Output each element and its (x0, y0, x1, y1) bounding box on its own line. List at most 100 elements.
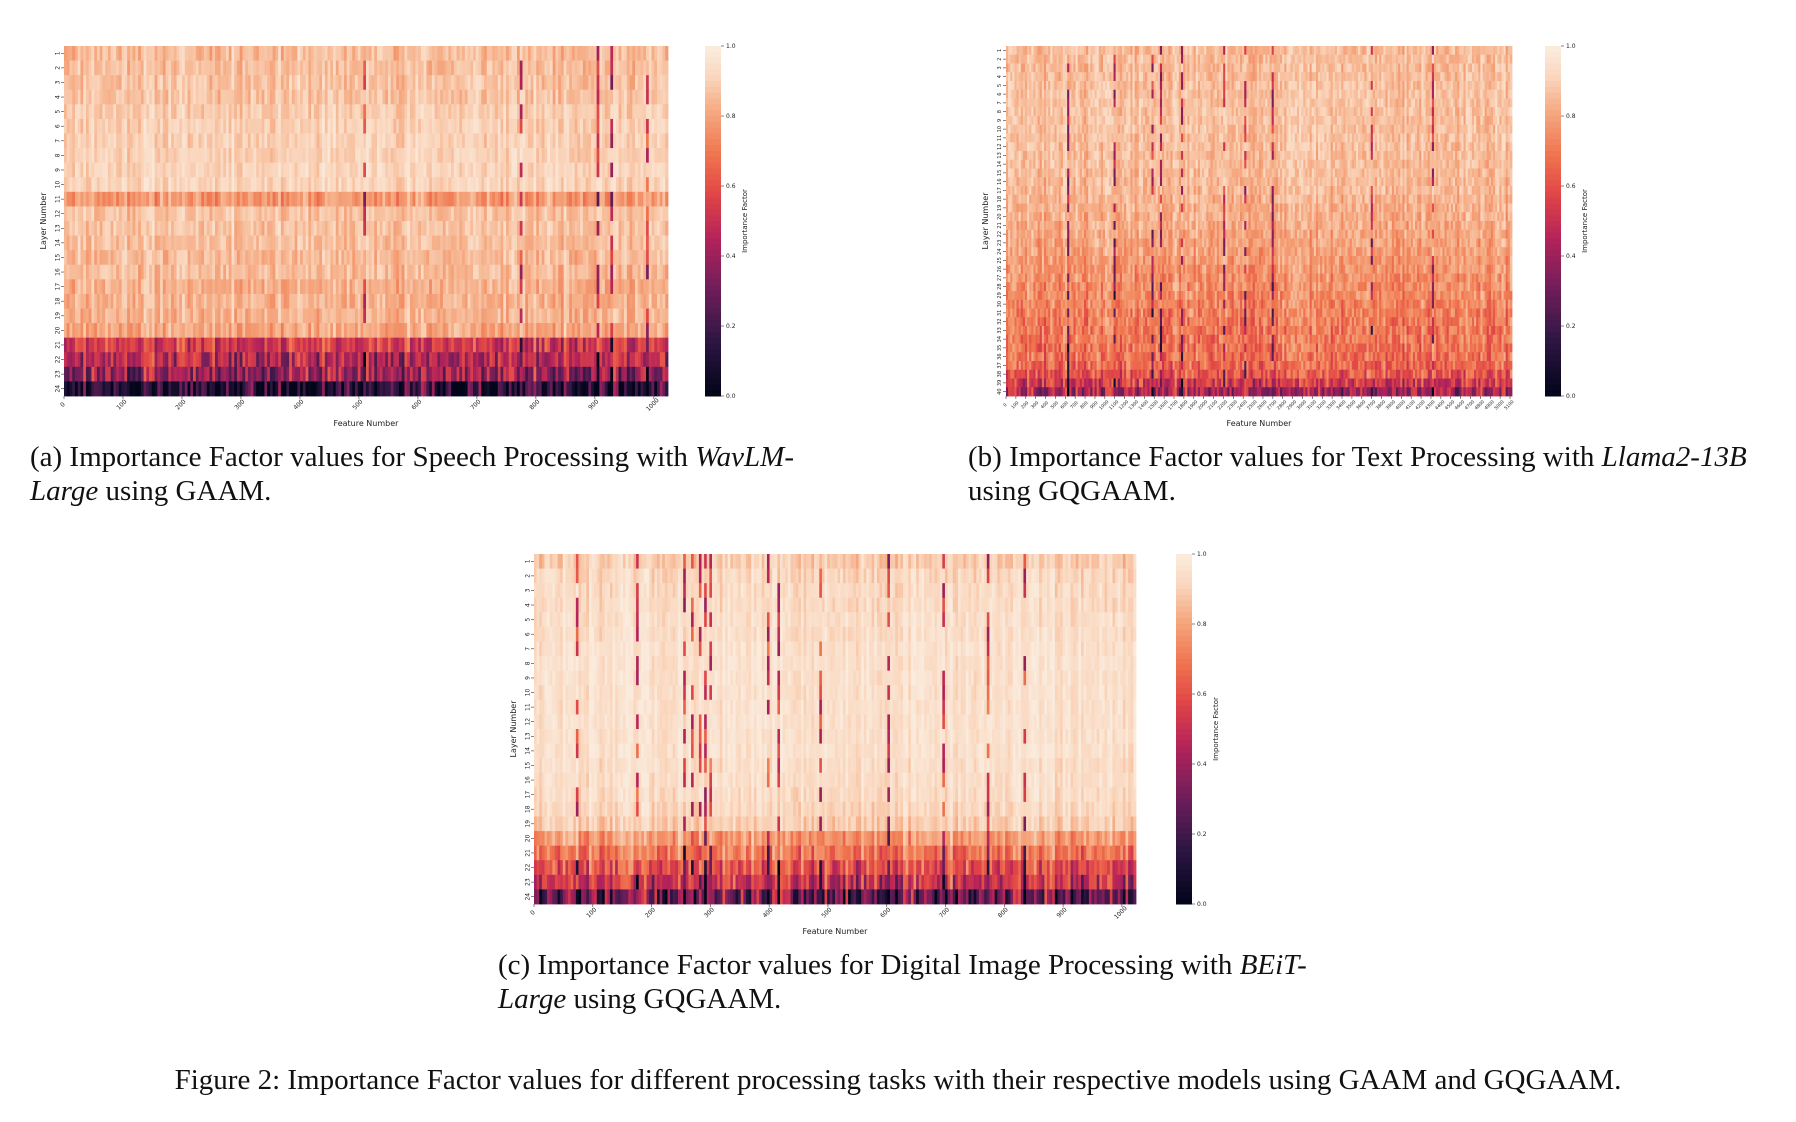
heatmap-cell (654, 235, 658, 251)
heatmap-cell (613, 279, 617, 295)
heatmap-cell (522, 279, 526, 295)
heatmap-cell (511, 264, 515, 280)
heatmap-cell (280, 308, 285, 324)
heatmap-cell (571, 293, 576, 309)
heatmap-cell (140, 148, 145, 164)
heatmap-cell (64, 118, 68, 134)
heatmap-cell (434, 366, 438, 382)
heatmap-cell (624, 104, 628, 120)
heatmap-cell (209, 118, 213, 134)
heatmap-cell (138, 221, 142, 236)
heatmap-cell (300, 235, 304, 251)
heatmap-cell (154, 235, 158, 251)
heatmap-cell (593, 162, 598, 178)
heatmap-cell (657, 162, 661, 178)
heatmap-cell (338, 293, 342, 309)
heatmap-cell (635, 308, 639, 324)
heatmap-cell (143, 352, 147, 368)
heatmap-cell (261, 162, 265, 178)
heatmap-cell (374, 221, 378, 236)
heatmap-cell (305, 221, 309, 236)
heatmap-cell (632, 352, 636, 368)
heatmap-cell (291, 279, 296, 295)
heatmap-cell (442, 177, 447, 193)
heatmap-cell (574, 75, 578, 91)
heatmap-cell (113, 46, 117, 61)
heatmap-cell (278, 264, 282, 280)
heatmap-cell (423, 250, 427, 266)
heatmap-cell (470, 177, 474, 193)
heatmap-cell (549, 308, 554, 324)
heatmap-cell (626, 162, 630, 178)
heatmap-cell (157, 250, 161, 266)
heatmap-cell (560, 250, 565, 266)
heatmap-cell (335, 162, 339, 178)
heatmap-cell (500, 60, 504, 76)
heatmap-cell (492, 308, 496, 324)
heatmap-cell (651, 177, 655, 193)
heatmap-cell (77, 148, 81, 164)
heatmap-cell (187, 89, 191, 105)
heatmap-cell (69, 177, 73, 193)
heatmap-cell (107, 308, 112, 324)
heatmap-cell (470, 133, 474, 149)
heatmap-cell (473, 118, 477, 134)
heatmap-cell (253, 133, 257, 149)
heatmap-cell (558, 352, 562, 368)
heatmap-cell (91, 293, 95, 309)
heatmap-cell (560, 104, 565, 120)
heatmap-cell (602, 235, 606, 251)
heatmap-cell (492, 235, 496, 251)
heatmap-cell (624, 89, 628, 105)
heatmap-cell (541, 337, 545, 353)
heatmap-cell (247, 337, 252, 353)
heatmap-cell (267, 118, 271, 134)
heatmap-cell (322, 293, 326, 309)
heatmap-cell (415, 118, 419, 134)
heatmap-cell (635, 264, 639, 280)
heatmap-cell (228, 308, 232, 324)
heatmap-cell (245, 118, 249, 134)
heatmap-cell (341, 46, 345, 61)
heatmap-cell (470, 235, 474, 251)
heatmap-cell (440, 104, 444, 120)
heatmap-cell (204, 352, 208, 368)
heatmap-cell (64, 235, 68, 251)
heatmap-cell (508, 148, 512, 164)
heatmap-cell (234, 133, 238, 149)
heatmap-cell (500, 104, 504, 120)
heatmap-cell (280, 177, 285, 193)
heatmap-cell (85, 235, 90, 251)
heatmap-cell (280, 323, 285, 339)
heatmap-cell (83, 235, 87, 251)
heatmap-cell (124, 279, 128, 295)
heatmap-cell (591, 148, 595, 164)
heatmap-cell (486, 264, 490, 280)
heatmap-cell (256, 221, 260, 236)
heatmap-cell (215, 46, 219, 61)
heatmap-cell (423, 366, 427, 382)
heatmap-cell (107, 104, 112, 120)
heatmap-cell (291, 89, 296, 105)
heatmap-cell (212, 118, 216, 134)
heatmap-cell (558, 323, 562, 339)
heatmap-cell (94, 46, 98, 61)
heatmap-cell (247, 118, 252, 134)
heatmap-cell (552, 89, 556, 105)
heatmap-cell (580, 60, 584, 76)
heatmap-cell (344, 250, 348, 266)
heatmap-cell (176, 352, 180, 368)
heatmap-cell (275, 308, 279, 324)
heatmap-cell (88, 250, 92, 266)
heatmap-cell (162, 337, 166, 353)
heatmap-cell (269, 366, 274, 382)
heatmap-cell (204, 206, 208, 222)
heatmap-cell (110, 235, 114, 251)
heatmap-cell (489, 366, 493, 382)
heatmap-cell (234, 60, 238, 76)
heatmap-cell (193, 221, 197, 236)
heatmap-cell (527, 337, 532, 353)
heatmap-cell (280, 162, 285, 178)
heatmap-cell (659, 104, 663, 120)
heatmap-cell (201, 323, 205, 339)
